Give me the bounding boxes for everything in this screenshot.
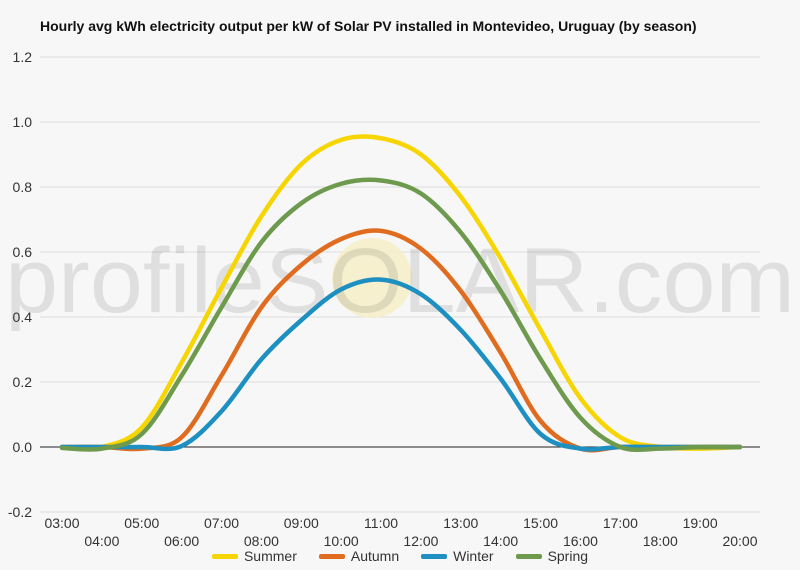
legend-swatch — [318, 553, 345, 559]
y-tick-label: 0.4 — [13, 309, 33, 325]
x-tick-label: 16:00 — [563, 533, 598, 549]
x-tick-label: 03:00 — [44, 515, 79, 531]
legend-label: Winter — [453, 548, 494, 564]
legend: Summer Autumn Winter Spring — [0, 548, 800, 564]
y-tick-label: 0.6 — [13, 244, 33, 260]
x-tick-label: 15:00 — [523, 515, 558, 531]
y-tick-label: 1.2 — [13, 49, 33, 65]
x-tick-label: 17:00 — [603, 515, 638, 531]
y-tick-label: 1.0 — [13, 114, 33, 130]
x-tick-label: 14:00 — [483, 533, 518, 549]
x-tick-label: 04:00 — [84, 533, 119, 549]
watermark-logo: profileSOLAR.com — [5, 230, 795, 332]
legend-label: Summer — [243, 548, 297, 564]
chart-title: Hourly avg kWh electricity output per kW… — [40, 18, 697, 34]
y-tick-label: 0.0 — [13, 439, 33, 455]
x-tick-label: 11:00 — [364, 515, 398, 531]
legend-item-autumn: Autumn — [318, 548, 400, 564]
x-tick-label: 06:00 — [164, 533, 199, 549]
x-tick-label: 07:00 — [204, 515, 239, 531]
y-tick-label: 0.8 — [13, 179, 33, 195]
x-tick-label: 08:00 — [244, 533, 279, 549]
y-tick-label: 0.2 — [13, 374, 33, 390]
series-line-summer — [59, 134, 743, 451]
legend-item-winter: Winter — [421, 548, 494, 564]
x-tick-label: 05:00 — [124, 515, 159, 531]
legend-label: Autumn — [350, 548, 400, 564]
x-tick-label: 18:00 — [643, 533, 678, 549]
x-tick-label: 10:00 — [324, 533, 359, 549]
legend-item-summer: Summer — [211, 548, 297, 564]
x-tick-label: 19:00 — [683, 515, 718, 531]
legend-label: Spring — [547, 548, 589, 564]
x-tick-label: 09:00 — [284, 515, 319, 531]
y-tick-label: -0.2 — [8, 504, 32, 520]
series-line-spring — [59, 177, 743, 453]
legend-item-spring: Spring — [515, 548, 589, 564]
legend-swatch — [421, 553, 448, 559]
legend-swatch — [211, 553, 238, 559]
x-tick-label: 13:00 — [443, 515, 478, 531]
x-tick-label: 12:00 — [403, 533, 438, 549]
legend-swatch — [515, 553, 542, 559]
x-tick-label: 20:00 — [722, 533, 757, 549]
